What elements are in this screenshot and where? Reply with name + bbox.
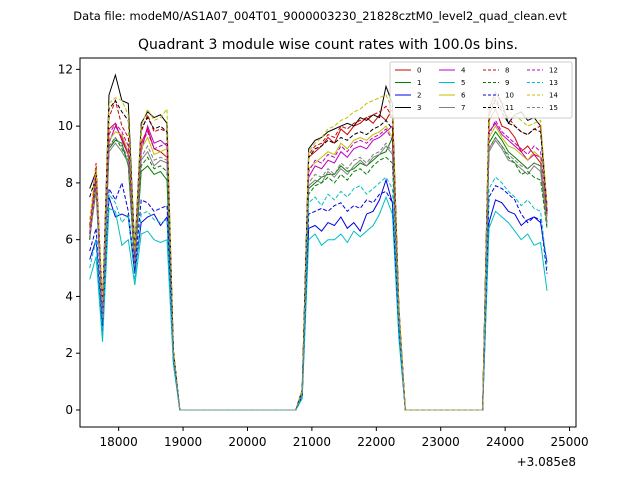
- legend-label-3: 3: [417, 104, 421, 112]
- series-line-6: [89, 125, 548, 411]
- series-line-4: [89, 122, 548, 411]
- legend-label-11: 11: [505, 104, 514, 112]
- series-line-3: [89, 73, 548, 411]
- chart-title: Quadrant 3 module wise count rates with …: [138, 37, 518, 53]
- legend-label-6: 6: [461, 92, 466, 100]
- y-tick-label: 12: [58, 62, 73, 76]
- x-tick-label: 22000: [357, 435, 395, 449]
- series-line-14: [89, 91, 548, 411]
- series-line-0: [89, 107, 548, 411]
- series-line-15: [89, 136, 548, 411]
- series-line-1: [89, 130, 548, 411]
- y-tick-label: 8: [65, 176, 73, 190]
- x-tick-label: 20000: [228, 435, 266, 449]
- legend-label-15: 15: [549, 104, 558, 112]
- legend-label-5: 5: [461, 79, 465, 87]
- legend-label-9: 9: [505, 79, 509, 87]
- legend-label-14: 14: [549, 92, 558, 100]
- series-line-12: [89, 119, 548, 411]
- chart-suptitle: Data file: modeM0/AS1A07_004T01_90000032…: [73, 9, 567, 23]
- legend-label-13: 13: [549, 79, 558, 87]
- y-tick-label: 6: [65, 233, 73, 247]
- series-line-13: [89, 176, 548, 411]
- x-offset-label: +3.085e8: [517, 455, 576, 469]
- y-tick-label: 0: [65, 403, 73, 417]
- x-tick-label: 23000: [422, 435, 460, 449]
- legend-label-7: 7: [461, 104, 465, 112]
- series-lines: [89, 73, 548, 411]
- x-tick-label: 24000: [486, 435, 524, 449]
- legend-label-10: 10: [505, 92, 514, 100]
- y-tick-label: 4: [65, 289, 73, 303]
- series-line-7: [89, 139, 548, 411]
- legend-box: [389, 61, 573, 119]
- series-line-9: [89, 136, 548, 411]
- series-line-8: [89, 96, 548, 411]
- y-axis: 0 2 4 6 8 10 12: [58, 62, 80, 417]
- legend-label-0: 0: [417, 67, 421, 75]
- y-tick-label: 10: [58, 119, 73, 133]
- legend-label-1: 1: [417, 79, 421, 87]
- legend-label-2: 2: [417, 92, 421, 100]
- y-tick-label: 2: [65, 346, 73, 360]
- legend-label-12: 12: [549, 67, 558, 75]
- legend-label-8: 8: [505, 67, 509, 75]
- series-line-11: [89, 99, 548, 411]
- x-tick-label: 21000: [293, 435, 331, 449]
- series-line-10: [89, 181, 548, 411]
- x-tick-label: 25000: [550, 435, 588, 449]
- x-axis: 18000 19000 20000 21000 22000 23000 24000 25000: [100, 427, 589, 449]
- x-tick-label: 19000: [164, 435, 202, 449]
- x-tick-label: 18000: [100, 435, 138, 449]
- series-line-5: [89, 195, 548, 411]
- series-line-2: [89, 178, 548, 411]
- plot-frame: [79, 57, 577, 428]
- legend-label-4: 4: [461, 67, 466, 75]
